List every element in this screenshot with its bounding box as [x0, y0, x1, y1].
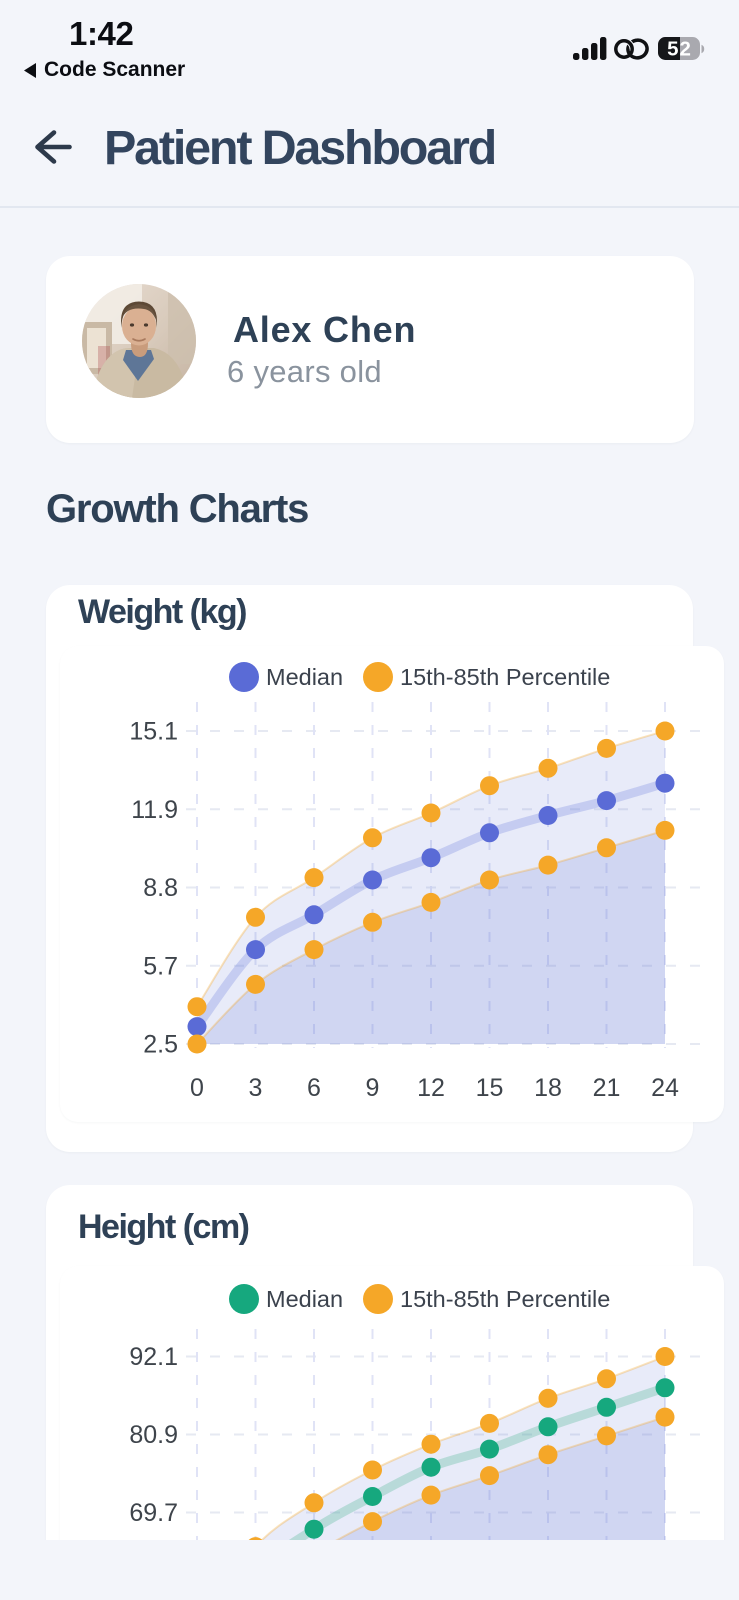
svg-text:2.5: 2.5 — [143, 1031, 178, 1059]
svg-text:80.9: 80.9 — [129, 1421, 178, 1449]
svg-text:11.9: 11.9 — [131, 796, 178, 824]
svg-text:12: 12 — [417, 1074, 445, 1102]
svg-text:52: 52 — [667, 38, 692, 61]
svg-text:69.7: 69.7 — [129, 1499, 178, 1527]
svg-text:18: 18 — [534, 1074, 562, 1102]
svg-text:Median: Median — [266, 1286, 343, 1312]
svg-text:15.1: 15.1 — [129, 718, 178, 746]
svg-text:15th-85th Percentile: 15th-85th Percentile — [400, 1286, 610, 1312]
svg-text:15th-85th Percentile: 15th-85th Percentile — [400, 664, 610, 690]
svg-text:9: 9 — [366, 1074, 380, 1102]
svg-text:92.1: 92.1 — [129, 1343, 178, 1371]
svg-text:8.8: 8.8 — [143, 874, 178, 902]
svg-text:3: 3 — [249, 1074, 263, 1102]
svg-text:Median: Median — [266, 664, 343, 690]
svg-text:24: 24 — [651, 1074, 679, 1102]
svg-text:6: 6 — [307, 1074, 321, 1102]
svg-text:0: 0 — [190, 1074, 204, 1102]
svg-text:15: 15 — [476, 1074, 504, 1102]
svg-text:21: 21 — [593, 1074, 621, 1102]
svg-text:5.7: 5.7 — [143, 952, 178, 980]
